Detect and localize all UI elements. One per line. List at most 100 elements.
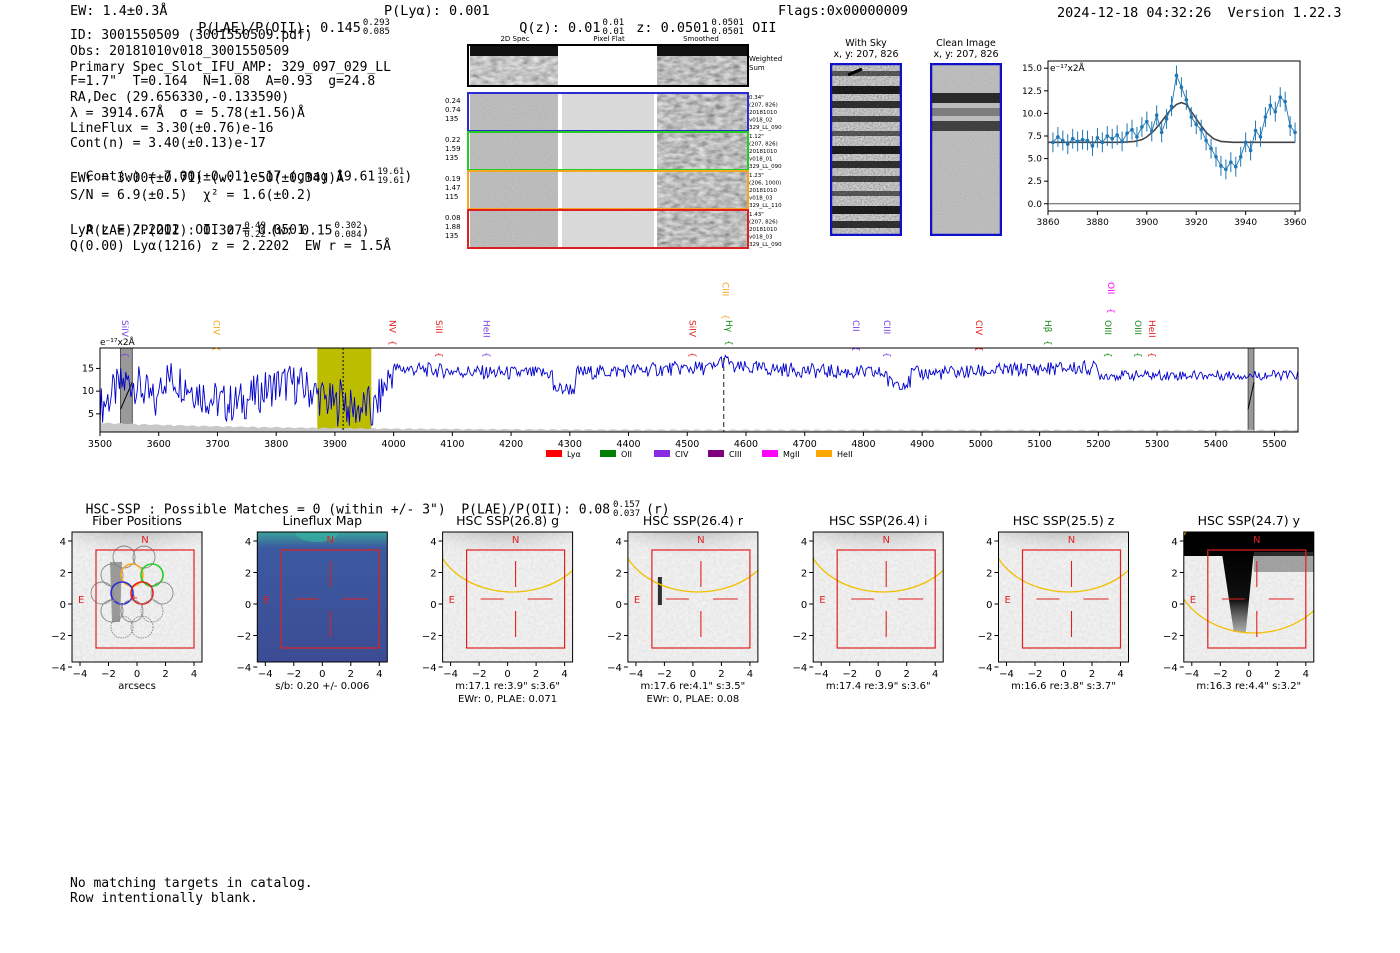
header-z-hi: 0.0501 — [711, 18, 744, 28]
zoom-data-point — [1293, 130, 1297, 135]
clean-image-title: Clean Image x, y: 207, 826 — [928, 38, 1004, 60]
info-plae-w-hi: 0.302 — [334, 221, 362, 231]
zoom-data-point — [1174, 73, 1179, 78]
hsc-ytick-label: 0 — [245, 600, 251, 611]
zoom-ytick-label: 5.0 — [1028, 155, 1043, 165]
zoom-data-point — [1145, 119, 1149, 124]
cutout-row-stat: 0.08 — [445, 214, 461, 222]
spectrum-xtick-label: 4000 — [382, 439, 406, 450]
zoom-data-point — [1135, 135, 1139, 139]
hsc-ytick-label: −2 — [1163, 632, 1178, 643]
compass-east: E — [449, 595, 455, 606]
spectrum-xtick-label: 5300 — [1145, 439, 1169, 450]
cutout-row-meta: v018_02 — [749, 118, 773, 124]
cutout-row-meta: (207, 826) — [749, 220, 778, 226]
info-plae-w: (w: 0.15 — [269, 223, 333, 239]
hsc-xtick-label: 2 — [718, 669, 724, 680]
hsc-panel-caption: EWr: 0, PLAE: 0.08 — [647, 694, 740, 705]
spectrum-noise — [100, 422, 1298, 432]
spectrum-line-bracket: { — [387, 340, 397, 346]
cutout-row-meta: v018_03 — [749, 235, 773, 241]
cutout-row-meta: 20181010 — [749, 149, 777, 155]
spectrum-mask — [1247, 347, 1255, 433]
cutout-row-stat: 115 — [445, 193, 458, 201]
spectrum-line-bracket: { — [481, 352, 491, 358]
spectrum-line-label: HeII — [1146, 320, 1156, 338]
fiber-circle — [150, 581, 174, 605]
spectrum-line-bracket: { — [1042, 340, 1052, 346]
fiber-circle — [140, 599, 164, 623]
zoom-ytick-label: 15.0 — [1022, 64, 1042, 74]
spectrum-line-label: SiIV — [687, 320, 697, 338]
fiber-circle — [100, 599, 124, 623]
cutout-row-meta: 1.12" — [749, 134, 764, 140]
header-qz: Q(z): 0.01 0.01 0.01 — [503, 3, 624, 37]
with-sky-label: With Sky — [845, 38, 887, 49]
hsc-xtick-label: −4 — [999, 669, 1014, 680]
zoom-data-point — [1248, 148, 1253, 153]
hsc-ytick-label: −2 — [978, 632, 993, 643]
legend-swatch — [708, 450, 724, 457]
header-flags: Flags:0x00000009 — [778, 3, 909, 19]
cutout-row-meta: 1.43" — [749, 212, 764, 218]
legend-swatch — [654, 450, 670, 457]
hsc-ytick-label: 2 — [245, 569, 251, 580]
spectrum-line-label: HeII — [481, 320, 491, 338]
compass-east: E — [263, 595, 269, 606]
cutout-row-meta: 329_LL_090 — [749, 125, 782, 131]
zoom-data-point — [1095, 136, 1100, 140]
legend-label: MgII — [783, 450, 800, 459]
spectrum-unit: e⁻¹⁷x2Å — [100, 336, 136, 348]
spectrum-line-bracket: { — [687, 352, 697, 358]
spectrum-mask-hatch — [120, 381, 133, 410]
zoom-data-point — [1278, 95, 1283, 99]
zoom-data-point — [1219, 164, 1223, 168]
spectrum-line-bracket: { — [973, 346, 983, 352]
info-contw-end: ) — [404, 169, 413, 185]
zoom-data-point — [1149, 129, 1154, 134]
info-ewr: EWr = 3.00(±0.71) (w: 1.50(±0.34))Å — [70, 171, 344, 186]
hsc-xtick-label: 0 — [1246, 669, 1252, 680]
zoom-data-point — [1159, 130, 1164, 135]
hsc-red-box — [466, 549, 566, 649]
compass-north: N — [512, 535, 519, 546]
compass-north: N — [1253, 535, 1260, 546]
info-plae-w-lo: 0.084 — [334, 230, 362, 240]
hsc-xtick-label: −2 — [1213, 669, 1228, 680]
hsc-ytick-label: 4 — [616, 537, 622, 548]
hsc-xtick-label: 0 — [1060, 669, 1066, 680]
hsc-xtick-label: 2 — [904, 669, 910, 680]
hsc-ytick-label: 2 — [801, 569, 807, 580]
spectrum-highlight-band — [317, 348, 372, 432]
info-contw: Cont(w) = 7.00(±0.01)e-17 (gmag 19.61 19.… — [70, 152, 413, 186]
spectrum-ytick-label: 5 — [88, 409, 94, 420]
header-z-lo: 0.0501 — [711, 27, 744, 37]
zoom-unit: e⁻¹⁷x2Å — [1050, 62, 1086, 74]
zoom-data-point — [1209, 146, 1213, 151]
hsc-xtick-label: 4 — [1117, 669, 1123, 680]
cutout-row-meta: (206, 1000) — [749, 181, 781, 187]
spectrum-line-bracket: { — [720, 314, 730, 320]
header-ew: EW: 1.4±0.3Å — [70, 3, 168, 19]
spectrum-mask-hatch — [1247, 381, 1255, 410]
hsc-xtick-label: −2 — [842, 669, 857, 680]
hsc-ytick-label: 2 — [616, 569, 622, 580]
cutout-row-meta: 329_LL_110 — [749, 203, 782, 209]
zoom-xtick-label: 3940 — [1234, 218, 1257, 228]
fiber-circle — [110, 581, 134, 605]
zoom-data-point — [1080, 137, 1085, 142]
spectrum-xtick-label: 3800 — [264, 439, 288, 450]
col-pixel-flat: Pixel Flat — [593, 35, 625, 43]
zoom-data-point — [1105, 134, 1110, 138]
hsc-xtick-label: −4 — [814, 669, 829, 680]
spectrum-line-label: SiII — [433, 320, 443, 334]
fiber-circle — [130, 581, 154, 605]
clean-image — [930, 63, 1002, 236]
hsc-xtick-label: −4 — [629, 669, 644, 680]
legend-label: OII — [621, 450, 632, 459]
hsc-xtick-label: −4 — [1184, 669, 1199, 680]
fiber-circle — [120, 563, 144, 587]
hsc-xtick-label: −2 — [472, 669, 487, 680]
zoom-data-point — [1120, 139, 1124, 144]
